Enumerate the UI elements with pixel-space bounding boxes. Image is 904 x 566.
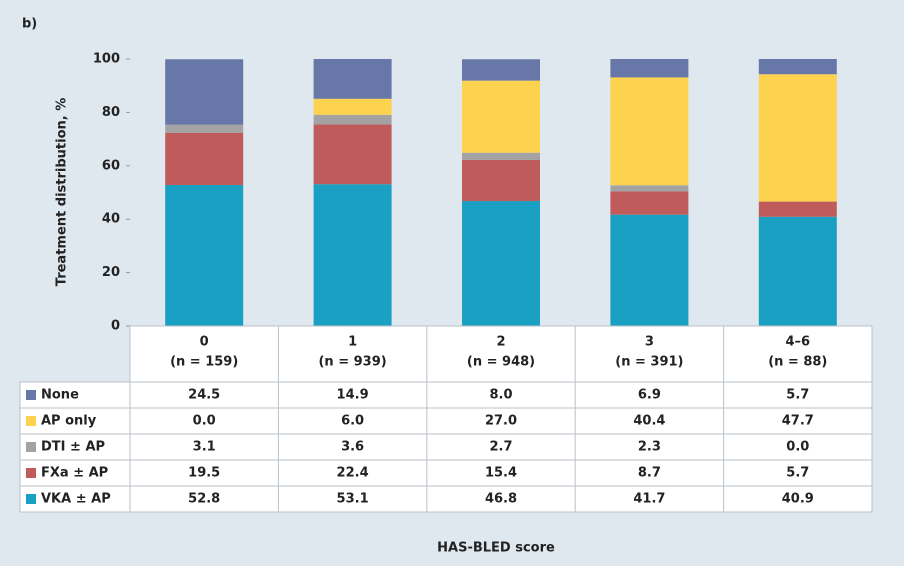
x-tick-label: 2 xyxy=(496,335,505,350)
bar-segment xyxy=(610,191,689,215)
bar-segment xyxy=(313,114,392,125)
table-value: 8.7 xyxy=(638,466,661,481)
table-value: 52.8 xyxy=(188,492,220,507)
bar-segment xyxy=(313,98,392,115)
x-tick-sublabel: (n = 948) xyxy=(467,355,535,370)
y-tick-label: 20 xyxy=(102,265,120,280)
bar-segment xyxy=(165,59,244,125)
table-value: 19.5 xyxy=(188,466,220,481)
x-tick-sublabel: (n = 159) xyxy=(170,355,238,370)
y-tick-label: 40 xyxy=(102,212,120,227)
x-tick-label: 3 xyxy=(645,335,654,350)
bar-segment xyxy=(758,216,837,326)
table-value: 2.7 xyxy=(489,440,512,455)
bar-segment xyxy=(462,59,540,81)
table-value: 24.5 xyxy=(188,388,220,403)
table-value: 15.4 xyxy=(485,466,517,481)
table-value: 0.0 xyxy=(786,440,809,455)
x-tick-label: 0 xyxy=(200,335,209,350)
x-axis-label: HAS-BLED score xyxy=(437,541,555,556)
bar-segment xyxy=(165,132,244,186)
legend-swatch xyxy=(26,390,36,400)
y-tick-label: 0 xyxy=(111,319,120,334)
bar-segment xyxy=(610,59,689,78)
x-tick-sublabel: (n = 88) xyxy=(768,355,827,370)
bar-segment xyxy=(610,214,689,326)
table-value: 2.3 xyxy=(638,440,661,455)
table-value: 6.0 xyxy=(341,414,364,429)
table-value: 41.7 xyxy=(633,492,665,507)
y-tick-label: 100 xyxy=(93,52,120,67)
table-value: 6.9 xyxy=(638,388,661,403)
bar-segment xyxy=(758,74,837,202)
y-tick-label: 80 xyxy=(102,105,120,120)
table-value: 47.7 xyxy=(782,414,814,429)
table-value: 46.8 xyxy=(485,492,517,507)
table-value: 0.0 xyxy=(193,414,216,429)
y-axis-label: Treatment distribution, % xyxy=(55,98,70,287)
x-tick-sublabel: (n = 939) xyxy=(318,355,386,370)
table-value: 53.1 xyxy=(337,492,369,507)
bar-segment xyxy=(313,59,392,99)
table-value: 5.7 xyxy=(786,388,809,403)
bar-segment xyxy=(165,185,244,326)
bar-segment xyxy=(462,201,540,326)
bar-segment xyxy=(313,184,392,326)
panel-label: b) xyxy=(22,17,37,32)
table-value: 3.6 xyxy=(341,440,364,455)
legend-label: None xyxy=(41,388,79,403)
table-value: 27.0 xyxy=(485,414,517,429)
legend-swatch xyxy=(26,468,36,478)
table-body-bg xyxy=(20,382,872,512)
bar-segment xyxy=(758,59,837,75)
y-tick-label: 60 xyxy=(102,158,120,173)
bar-segment xyxy=(313,124,392,185)
legend-swatch xyxy=(26,494,36,504)
legend-label: DTI ± AP xyxy=(41,440,105,455)
table-value: 40.9 xyxy=(782,492,814,507)
table-value: 8.0 xyxy=(489,388,512,403)
x-tick-label: 4–6 xyxy=(786,335,811,350)
bar-segment xyxy=(462,152,540,160)
legend-label: AP only xyxy=(41,414,97,429)
x-tick-sublabel: (n = 391) xyxy=(615,355,683,370)
table-value: 3.1 xyxy=(193,440,216,455)
bar-segment xyxy=(758,201,837,217)
table-header-bg xyxy=(130,326,872,382)
bar-segment xyxy=(462,159,540,202)
legend-label: VKA ± AP xyxy=(41,492,111,507)
table-value: 40.4 xyxy=(633,414,665,429)
legend-swatch xyxy=(26,442,36,452)
table-value: 14.9 xyxy=(337,388,369,403)
bar-segment xyxy=(610,77,689,186)
table-value: 5.7 xyxy=(786,466,809,481)
legend-swatch xyxy=(26,416,36,426)
table-value: 22.4 xyxy=(337,466,369,481)
legend-label: FXa ± AP xyxy=(41,466,108,481)
bar-segment xyxy=(610,185,689,192)
x-tick-label: 1 xyxy=(348,335,357,350)
bar-segment xyxy=(462,80,540,153)
bar-segment xyxy=(165,124,244,133)
